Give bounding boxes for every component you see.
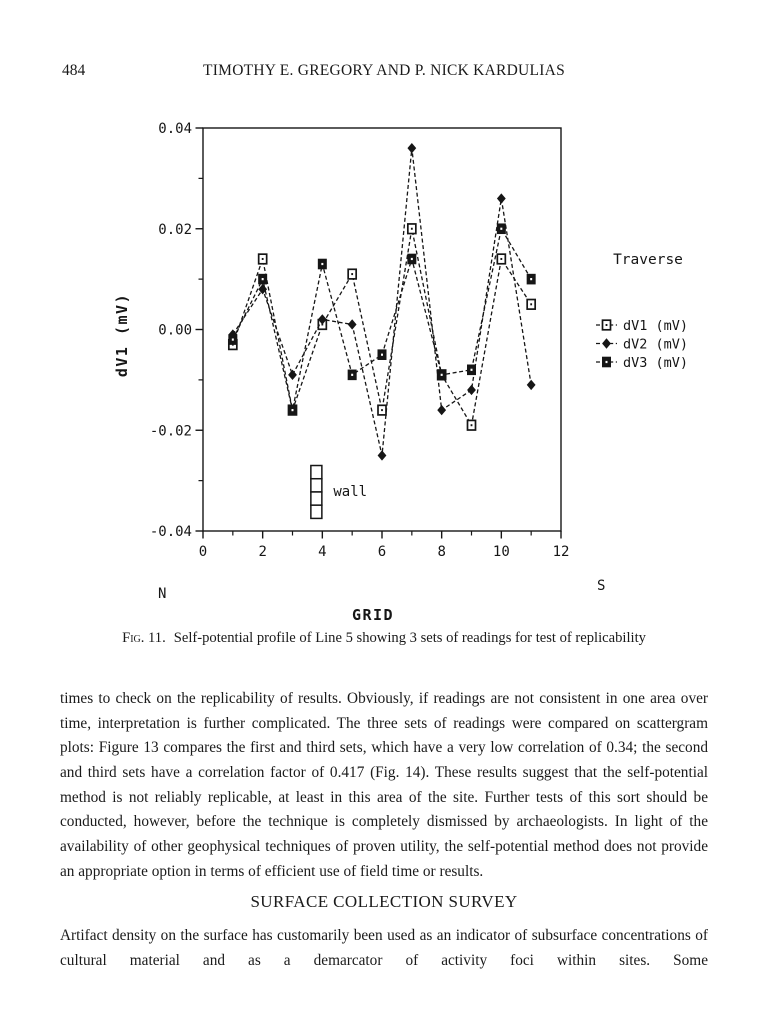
y-axis-title: dV1 (mV) [113, 293, 131, 377]
svg-text:0: 0 [199, 544, 207, 560]
figure-caption-text: Self-potential profile of Line 5 showing… [173, 630, 646, 646]
svg-text:6: 6 [378, 544, 386, 560]
legend-item-2: dV2 (mV) [596, 336, 688, 352]
legend-label-3: dV3 (mV) [623, 355, 688, 371]
series-2 [228, 142, 536, 461]
figure-caption: Fig. 11. Self-potential profile of Line 5… [0, 630, 768, 647]
figure-chart: -0.04 -0.02 0.00 0.02 0.04 0 2 4 6 8 10 12 dV1 (mV) G… [113, 121, 688, 624]
running-head-title: TIMOTHY E. GREGORY AND P. NICK KARDULIAS [203, 62, 565, 79]
svg-text:4: 4 [318, 544, 326, 560]
y-axis: -0.04 -0.02 0.00 0.02 0.04 [150, 121, 203, 540]
svg-text:2: 2 [258, 544, 266, 560]
legend-item-1: dV1 (mV) [596, 318, 688, 334]
series-3 [228, 223, 536, 416]
plot-frame [202, 127, 562, 532]
x-axis: 0 2 4 6 8 10 12 [199, 531, 570, 560]
legend: Traverse dV1 (mV) dV2 (mV) dV3 (mV) [596, 252, 688, 371]
running-header: 484 TIMOTHY E. GREGORY AND P. NICK KARDU… [0, 62, 768, 80]
svg-text:0.04: 0.04 [158, 121, 192, 137]
legend-title: Traverse [613, 252, 683, 268]
svg-text:0.02: 0.02 [158, 222, 192, 238]
paragraph-replicability: times to check on the replicability of r… [60, 690, 708, 880]
svg-text:10: 10 [493, 544, 510, 560]
north-label: N [158, 586, 166, 602]
svg-text:12: 12 [553, 544, 570, 560]
svg-text:-0.04: -0.04 [150, 524, 192, 540]
wall-label: wall [333, 484, 367, 500]
south-label: S [597, 578, 605, 594]
figure-caption-label: Fig. 11. [122, 630, 166, 646]
x-axis-title: GRID [352, 606, 394, 624]
svg-text:0.00: 0.00 [158, 323, 192, 339]
svg-text:8: 8 [437, 544, 445, 560]
paragraph-surface-survey: Artifact density on the surface has cust… [60, 927, 708, 969]
wall-annotation: wall [310, 464, 367, 520]
svg-text:-0.02: -0.02 [150, 423, 192, 439]
legend-label-1: dV1 (mV) [623, 318, 688, 334]
legend-item-3: dV3 (mV) [596, 355, 688, 371]
section-heading: SURFACE COLLECTION SURVEY [250, 892, 518, 911]
series-1 [227, 223, 537, 431]
page-number: 484 [62, 62, 86, 79]
legend-label-2: dV2 (mV) [623, 336, 688, 352]
